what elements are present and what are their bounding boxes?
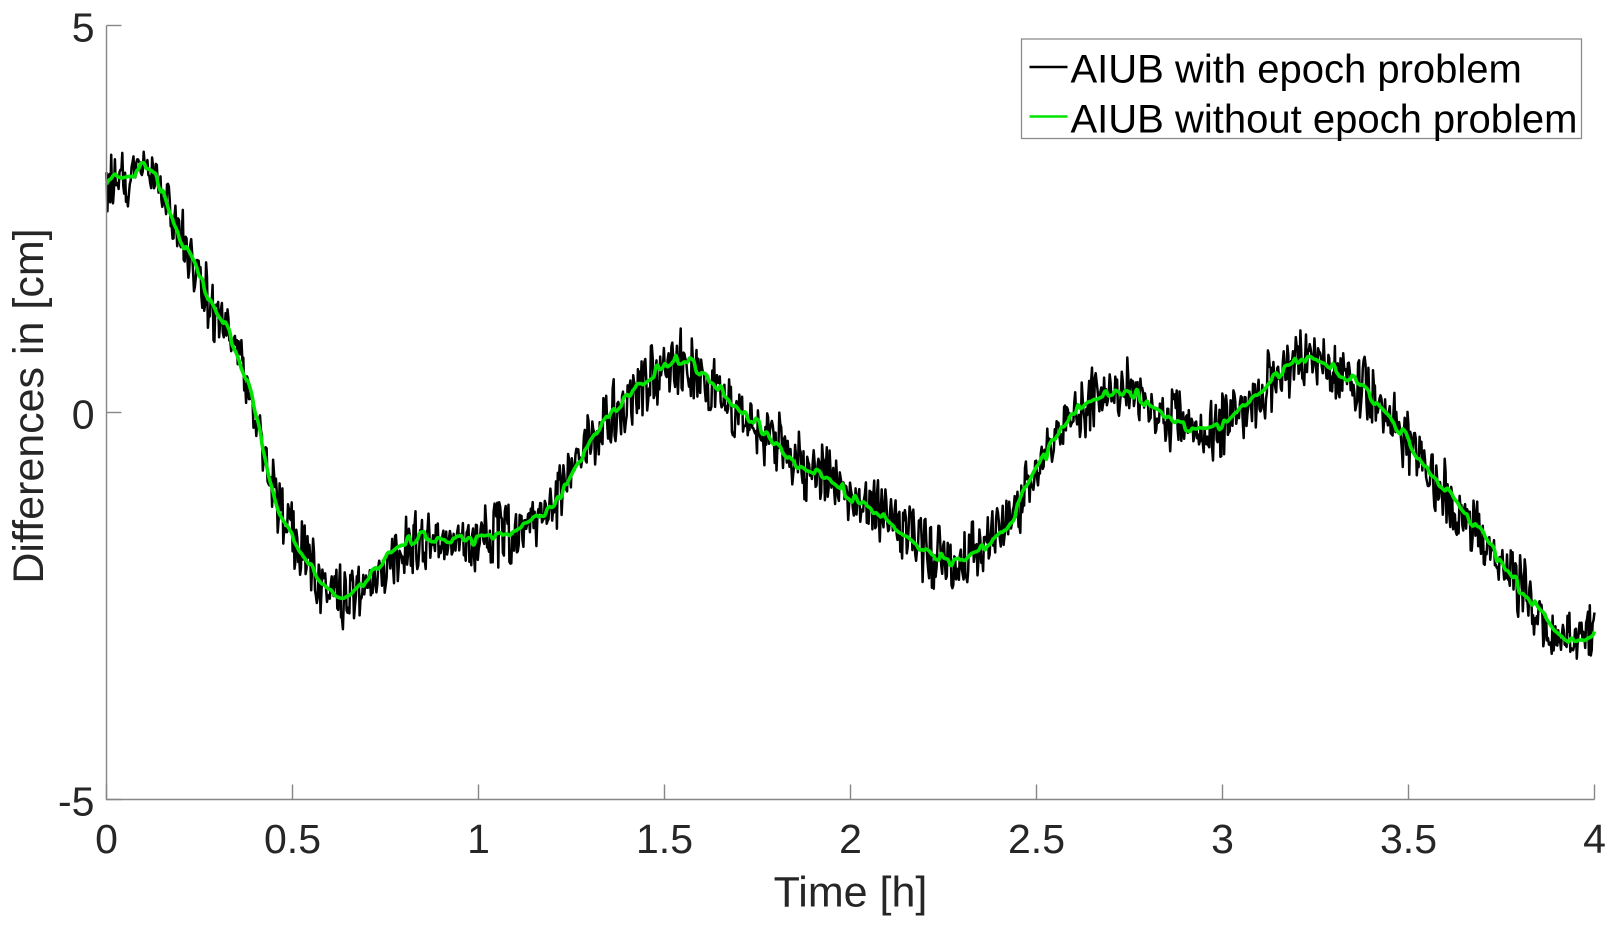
svg-text:1: 1	[467, 816, 490, 862]
svg-text:AIUB with epoch problem: AIUB with epoch problem	[1071, 48, 1522, 92]
svg-text:4: 4	[1583, 816, 1606, 862]
svg-text:Differences in [cm]: Differences in [cm]	[5, 228, 53, 583]
svg-text:0: 0	[72, 392, 95, 438]
svg-text:1.5: 1.5	[636, 816, 693, 862]
svg-text:3: 3	[1211, 816, 1234, 862]
svg-text:-5: -5	[58, 779, 94, 825]
svg-text:AIUB without epoch problem: AIUB without epoch problem	[1071, 97, 1578, 141]
svg-text:0.5: 0.5	[264, 816, 321, 862]
svg-text:0: 0	[95, 816, 118, 862]
svg-text:2.5: 2.5	[1008, 816, 1065, 862]
svg-text:3.5: 3.5	[1380, 816, 1437, 862]
svg-text:5: 5	[72, 5, 95, 51]
svg-text:2: 2	[839, 816, 862, 862]
svg-text:Time [h]: Time [h]	[774, 869, 928, 917]
